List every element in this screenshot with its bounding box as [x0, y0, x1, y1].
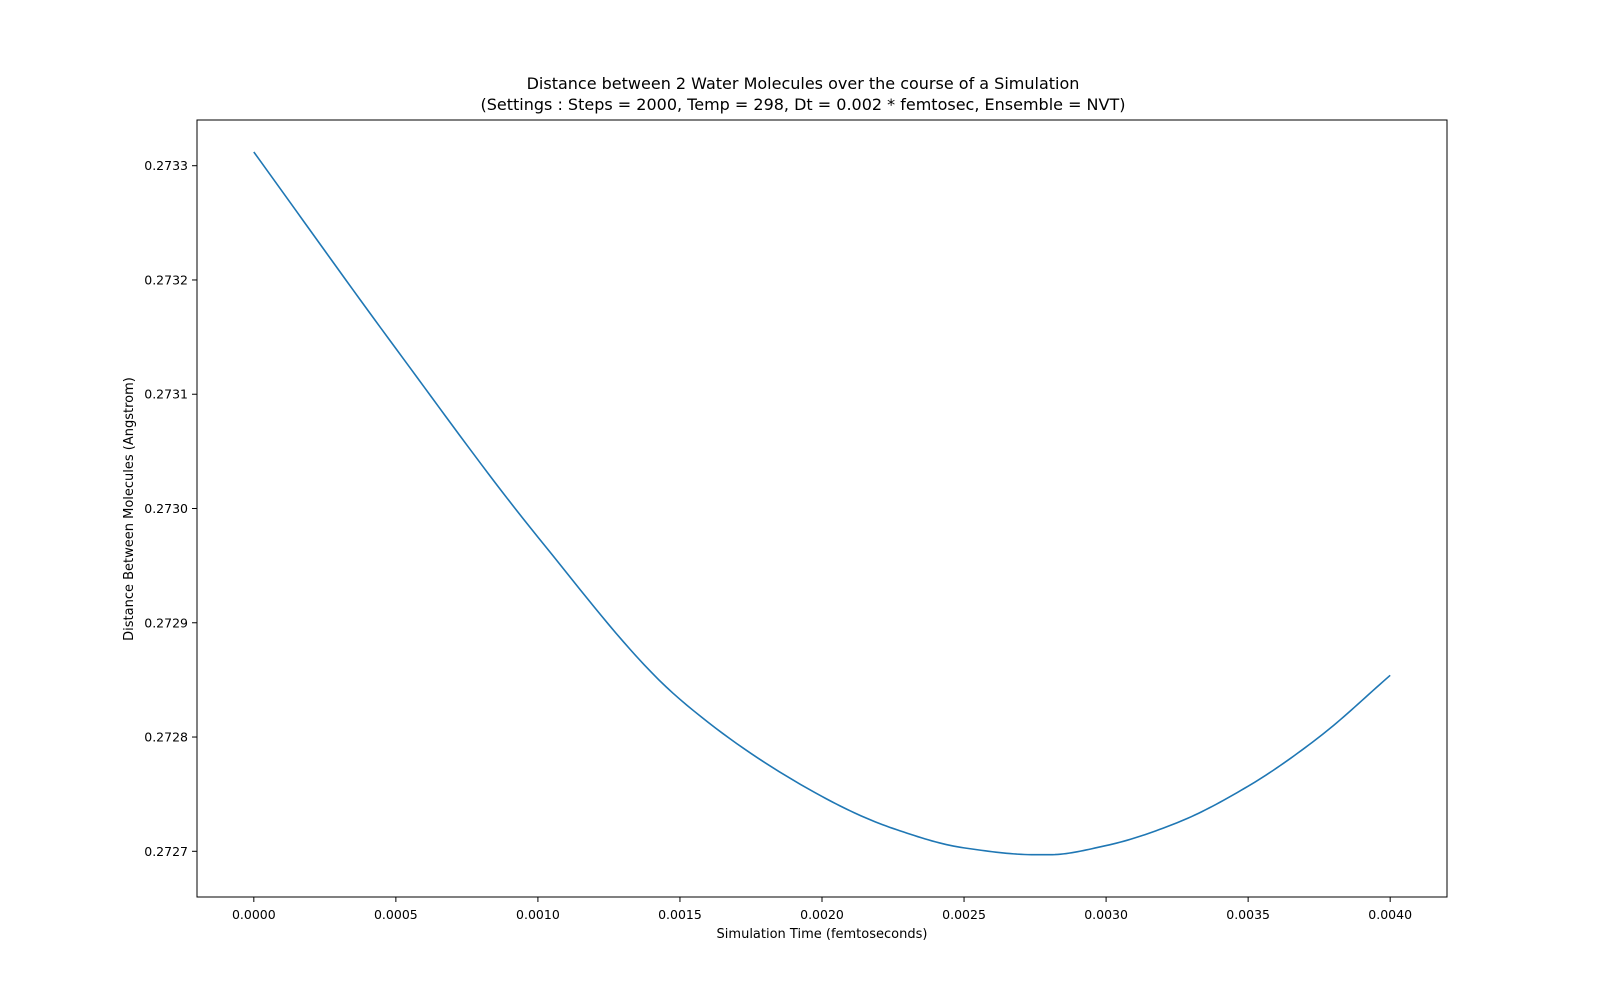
plot-lines: [253, 151, 1391, 856]
x-axis-label: Simulation Time (femtoseconds): [717, 927, 928, 942]
chart-title: Distance between 2 Water Molecules over …: [527, 74, 1080, 93]
plot-frame: [196, 119, 1448, 898]
x-tick-label: 0.0035: [1226, 907, 1270, 922]
x-tick-label: 0.0040: [1368, 907, 1412, 922]
y-tick-label: 0.2730: [144, 501, 188, 516]
series-line: [253, 151, 1391, 856]
x-tick-label: 0.0020: [800, 907, 844, 922]
y-tick-label: 0.2729: [144, 615, 188, 630]
x-tick-label: 0.0005: [374, 907, 418, 922]
y-tick-label: 0.2731: [144, 387, 188, 402]
x-tick-label: 0.0025: [942, 907, 986, 922]
y-tick-label: 0.2727: [144, 844, 188, 859]
axis-ticks: 0.0000 0.0005 0.0010 0.0015 0.0020 0.0025 0.00…: [144, 158, 1412, 922]
y-tick-label: 0.2732: [144, 272, 188, 287]
chart-subtitle: (Settings : Steps = 2000, Temp = 298, Dt…: [481, 95, 1126, 114]
y-tick-label: 0.2728: [144, 730, 188, 745]
y-axis-label: Distance Between Molecules (Angstrom): [122, 377, 137, 641]
y-tick-label: 0.2733: [144, 158, 188, 173]
x-tick-label: 0.0030: [1084, 907, 1128, 922]
x-tick-label: 0.0010: [516, 907, 560, 922]
x-tick-label: 0.0000: [232, 907, 276, 922]
x-tick-label: 0.0015: [658, 907, 702, 922]
